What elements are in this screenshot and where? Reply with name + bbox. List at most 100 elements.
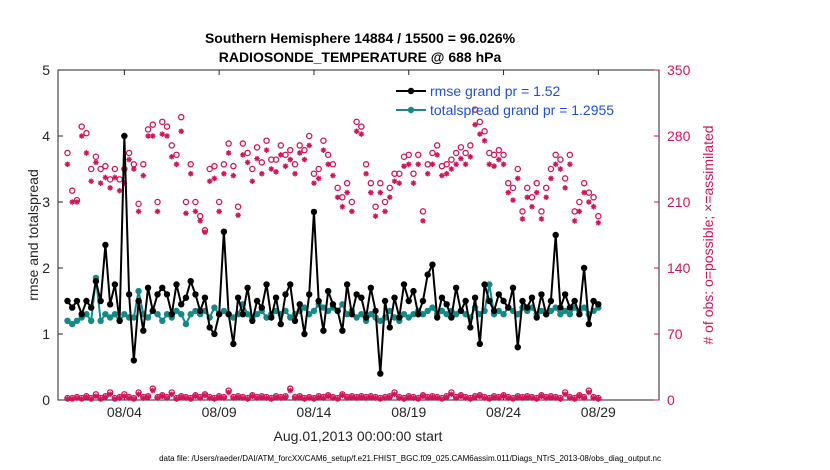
- rmse-point: [125, 291, 133, 298]
- rmse-point: [306, 291, 313, 298]
- obs-assimilated-point: [149, 133, 156, 139]
- obs-possible-point: [566, 151, 574, 159]
- obs-assimilated-point: [415, 161, 422, 168]
- rmse-point: [182, 294, 190, 301]
- obs-assimilated-point: [154, 208, 161, 215]
- obs-assimilated-point: [533, 189, 540, 196]
- obs-possible-point: [533, 179, 540, 187]
- rmse-point: [301, 330, 308, 338]
- rmse-point: [519, 297, 526, 305]
- obs-assimilated-point: [586, 389, 592, 396]
- obs-assimilated-point: [377, 189, 384, 196]
- obs-assimilated-point: [116, 187, 123, 194]
- obs-assimilated-point: [491, 163, 497, 169]
- obs-possible-point: [258, 159, 266, 166]
- obs-possible-point: [106, 176, 114, 183]
- obs-assimilated-point: [183, 210, 189, 217]
- spread-point: [102, 311, 109, 318]
- y-right-tick-label: 70: [667, 326, 683, 342]
- obs-assimilated-point: [339, 392, 346, 399]
- obs-possible-point: [168, 142, 176, 149]
- obs-assimilated-point: [197, 395, 203, 401]
- obs-assimilated-point: [102, 174, 109, 181]
- rmse-point: [348, 311, 356, 318]
- obs-possible-point: [595, 212, 602, 220]
- obs-assimilated-point: [439, 396, 445, 402]
- rmse-point: [533, 314, 540, 321]
- obs-possible-point: [362, 161, 370, 168]
- spread-point: [419, 311, 427, 318]
- obs-assimilated-point: [571, 396, 578, 402]
- legend-spread-label: totalspread grand pr = 1.2955: [430, 102, 614, 118]
- rmse-point: [561, 291, 569, 298]
- obs-assimilated-point: [391, 391, 398, 398]
- obs-assimilated-point: [467, 153, 474, 160]
- rmse-point: [334, 307, 341, 315]
- obs-possible-point: [173, 151, 180, 159]
- spread-point: [173, 307, 180, 315]
- spread-point: [263, 314, 270, 321]
- obs-assimilated-point: [69, 199, 76, 205]
- spread-point: [244, 311, 251, 318]
- obs-assimilated-point: [349, 394, 355, 400]
- obs-possible-point: [206, 165, 213, 173]
- obs-assimilated-point: [353, 395, 360, 401]
- y-right-tick-label: 350: [667, 62, 691, 78]
- obs-assimilated-point: [320, 395, 327, 401]
- obs-assimilated-point: [576, 393, 583, 400]
- rmse-point: [215, 311, 223, 318]
- legend-rmse-label: rmse grand pr = 1.52: [430, 83, 561, 99]
- obs-assimilated-point: [453, 395, 459, 401]
- obs-assimilated-point: [277, 395, 284, 401]
- spread-point: [163, 311, 171, 318]
- rmse-point: [429, 261, 436, 268]
- obs-assimilated-point: [353, 128, 360, 135]
- obs-assimilated-point: [415, 396, 422, 402]
- rmse-point: [149, 307, 156, 315]
- rmse-point: [405, 297, 412, 305]
- obs-possible-point: [192, 198, 199, 206]
- rmse-point: [64, 297, 71, 305]
- obs-possible-point: [163, 123, 171, 130]
- rmse-point: [111, 281, 119, 288]
- x-tick-label: 08/04: [107, 404, 142, 420]
- obs-assimilated-point: [334, 396, 341, 402]
- obs-assimilated-point: [481, 137, 488, 144]
- obs-possible-point: [249, 165, 256, 173]
- obs-assimilated-point: [282, 163, 289, 169]
- obs-assimilated-point: [567, 395, 573, 401]
- obs-possible-point: [490, 151, 498, 159]
- obs-assimilated-point: [576, 208, 583, 215]
- rmse-point: [343, 281, 351, 288]
- obs-possible-point: [419, 208, 427, 215]
- obs-assimilated-point: [396, 395, 403, 401]
- obs-count-layer: [64, 106, 602, 402]
- obs-possible-point: [125, 149, 133, 157]
- obs-assimilated-point: [301, 156, 308, 163]
- rmse-point: [547, 297, 555, 305]
- rmse-point: [538, 291, 545, 298]
- rmse-point: [106, 301, 114, 308]
- rmse-point: [377, 370, 384, 377]
- obs-possible-point: [225, 140, 232, 147]
- obs-possible-point: [561, 175, 569, 182]
- chart-title-line2: RADIOSONDE_TEMPERATURE @ 688 hPa: [219, 49, 502, 65]
- obs-assimilated-point: [230, 395, 237, 401]
- obs-assimilated-point: [581, 189, 587, 196]
- spread-point: [557, 311, 564, 318]
- obs-assimilated-point: [401, 396, 407, 402]
- rmse-point: [452, 284, 460, 291]
- obs-assimilated-point: [78, 133, 85, 139]
- obs-assimilated-point: [533, 396, 540, 402]
- obs-possible-point: [116, 176, 123, 183]
- obs-possible-point: [495, 146, 503, 154]
- obs-assimilated-point: [429, 161, 436, 168]
- spread-point: [287, 314, 294, 321]
- obs-assimilated-point: [386, 394, 393, 400]
- obs-possible-point: [576, 198, 583, 206]
- rmse-point: [595, 301, 602, 308]
- rmse-point: [192, 291, 199, 298]
- obs-possible-point: [315, 165, 322, 173]
- obs-assimilated-point: [519, 216, 526, 222]
- obs-assimilated-point: [477, 393, 483, 400]
